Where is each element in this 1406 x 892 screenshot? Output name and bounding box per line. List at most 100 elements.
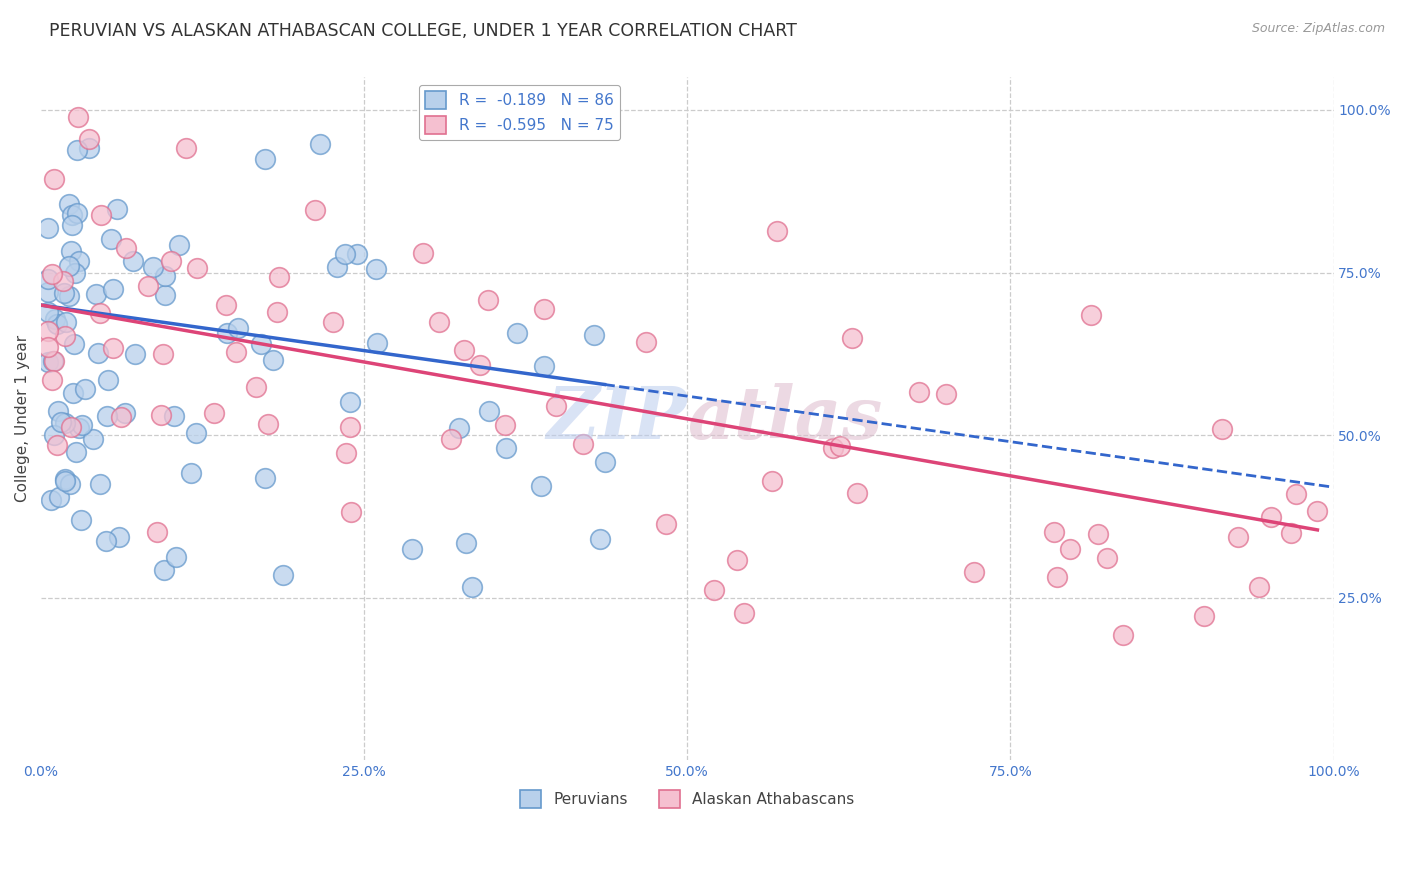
Point xyxy=(160,254,183,268)
Point xyxy=(44,354,66,368)
Point xyxy=(89,305,111,319)
Point xyxy=(70,513,93,527)
Point xyxy=(273,568,295,582)
Point xyxy=(533,359,555,374)
Point xyxy=(87,346,110,360)
Text: atlas: atlas xyxy=(688,384,883,454)
Point xyxy=(122,254,145,268)
Point xyxy=(845,486,868,500)
Point xyxy=(266,304,288,318)
Point xyxy=(1279,525,1302,540)
Point xyxy=(214,298,236,312)
Point xyxy=(96,409,118,423)
Point xyxy=(447,421,470,435)
Point xyxy=(478,404,501,418)
Point xyxy=(37,304,59,318)
Point xyxy=(77,132,100,146)
Point xyxy=(89,208,111,222)
Point xyxy=(53,417,76,431)
Point xyxy=(468,358,491,372)
Point xyxy=(828,439,851,453)
Point xyxy=(155,268,177,283)
Point xyxy=(572,437,595,451)
Point xyxy=(152,347,174,361)
Point xyxy=(1260,509,1282,524)
Point xyxy=(506,326,529,340)
Point xyxy=(256,417,278,431)
Point xyxy=(37,220,59,235)
Point xyxy=(100,232,122,246)
Point xyxy=(150,409,173,423)
Point xyxy=(42,428,65,442)
Point xyxy=(66,143,89,157)
Point xyxy=(124,347,146,361)
Point xyxy=(37,325,59,339)
Text: Source: ZipAtlas.com: Source: ZipAtlas.com xyxy=(1251,22,1385,36)
Point xyxy=(53,472,76,486)
Point xyxy=(152,564,174,578)
Point xyxy=(654,516,676,531)
Point xyxy=(37,355,59,369)
Point xyxy=(46,404,69,418)
Point xyxy=(101,341,124,355)
Point xyxy=(136,279,159,293)
Point xyxy=(49,415,72,429)
Point xyxy=(58,197,80,211)
Point xyxy=(339,395,361,409)
Point xyxy=(37,340,59,354)
Y-axis label: College, Under 1 year: College, Under 1 year xyxy=(15,335,30,502)
Point xyxy=(52,285,75,300)
Point xyxy=(202,406,225,420)
Point xyxy=(1095,551,1118,566)
Point xyxy=(340,505,363,519)
Point xyxy=(166,549,188,564)
Point xyxy=(250,337,273,351)
Point xyxy=(1087,527,1109,541)
Point xyxy=(180,466,202,480)
Point xyxy=(63,266,86,280)
Point xyxy=(1285,487,1308,501)
Point xyxy=(962,566,984,580)
Point xyxy=(461,580,484,594)
Point xyxy=(401,541,423,556)
Point xyxy=(65,445,87,459)
Point xyxy=(427,315,450,329)
Point xyxy=(1059,542,1081,557)
Point xyxy=(53,329,76,343)
Point xyxy=(60,419,83,434)
Point xyxy=(114,406,136,420)
Point xyxy=(101,282,124,296)
Point xyxy=(593,455,616,469)
Point xyxy=(733,607,755,621)
Point xyxy=(217,326,239,340)
Point xyxy=(841,331,863,345)
Point xyxy=(70,418,93,433)
Point xyxy=(703,583,725,598)
Point xyxy=(761,474,783,488)
Point xyxy=(530,479,553,493)
Point xyxy=(184,426,207,441)
Point xyxy=(58,259,80,273)
Point xyxy=(589,533,612,547)
Point xyxy=(245,379,267,393)
Point xyxy=(322,315,344,329)
Point xyxy=(105,202,128,216)
Point xyxy=(37,271,59,285)
Point xyxy=(1306,504,1329,518)
Point xyxy=(262,353,284,368)
Point xyxy=(89,477,111,491)
Point xyxy=(725,552,748,566)
Point xyxy=(267,270,290,285)
Point xyxy=(66,110,89,124)
Point xyxy=(48,490,70,504)
Point xyxy=(108,530,131,544)
Point xyxy=(67,254,90,268)
Point xyxy=(86,287,108,301)
Point xyxy=(53,474,76,488)
Legend: Peruvians, Alaskan Athabascans: Peruvians, Alaskan Athabascans xyxy=(515,784,860,814)
Point xyxy=(1043,524,1066,539)
Point xyxy=(174,141,197,155)
Point xyxy=(766,224,789,238)
Point xyxy=(169,238,191,252)
Point xyxy=(82,433,104,447)
